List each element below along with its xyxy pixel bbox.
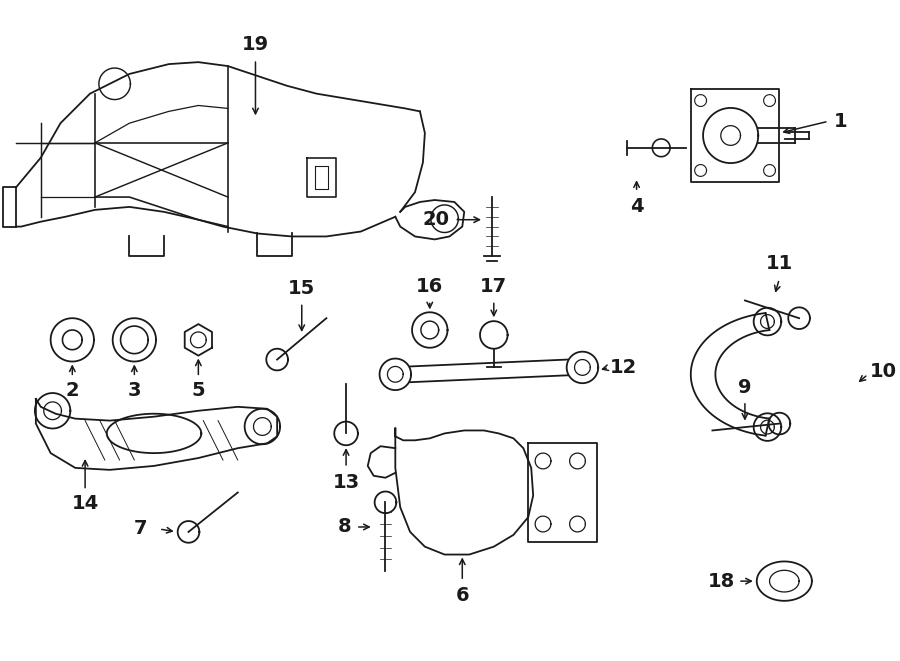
Text: 13: 13 (332, 473, 360, 492)
Text: 10: 10 (870, 362, 897, 381)
Text: 11: 11 (766, 254, 793, 273)
Text: 2: 2 (66, 381, 79, 400)
Text: 7: 7 (133, 520, 147, 539)
Text: 17: 17 (481, 276, 508, 295)
Text: 16: 16 (416, 276, 444, 295)
Text: 15: 15 (288, 280, 315, 299)
Text: 6: 6 (455, 586, 469, 605)
Text: 12: 12 (610, 358, 637, 377)
Text: 20: 20 (422, 210, 449, 229)
Text: 9: 9 (738, 378, 752, 397)
Text: 3: 3 (128, 381, 141, 400)
Text: 1: 1 (833, 112, 847, 131)
Text: 5: 5 (192, 381, 205, 400)
Text: 8: 8 (338, 518, 351, 537)
Text: 14: 14 (71, 494, 99, 514)
Text: 19: 19 (242, 35, 269, 54)
Text: 18: 18 (707, 572, 735, 591)
Text: 4: 4 (630, 197, 644, 216)
